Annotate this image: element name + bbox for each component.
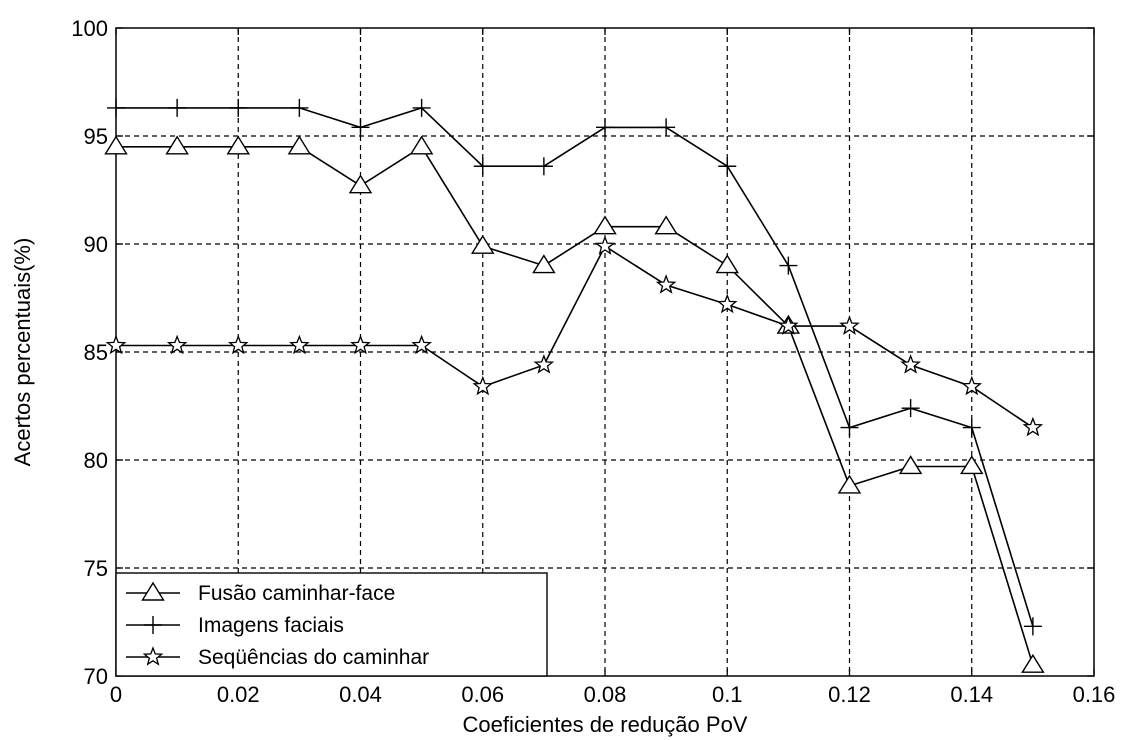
data-point-plus — [962, 418, 981, 437]
data-point-star — [900, 354, 921, 374]
series-line — [116, 245, 1034, 429]
data-point-triangle — [287, 135, 312, 155]
data-point-triangle — [959, 455, 984, 475]
data-point-plus — [351, 118, 370, 137]
data-point-star — [655, 274, 677, 294]
x-tick-label: 0.1 — [712, 682, 743, 707]
x-axis-label: Coeficientes de redução PoV — [463, 712, 748, 737]
data-point-triangle — [532, 254, 556, 274]
legend-label: Seqüências do caminhar — [198, 646, 429, 669]
data-point-plus — [168, 98, 187, 117]
legend-item: Fusão caminhar-face — [126, 581, 395, 605]
x-tick-label: 0.14 — [950, 682, 993, 707]
data-point-triangle — [470, 234, 495, 254]
legend: Fusão caminhar-face Imagens faciais Seqüên… — [115, 572, 548, 677]
data-point-star — [839, 315, 860, 335]
data-point-star — [350, 334, 371, 355]
data-point-plus — [779, 256, 798, 275]
legend-item: Seqüências do caminhar — [126, 646, 429, 669]
y-tick-label: 90 — [84, 232, 108, 257]
data-point-plus — [107, 98, 125, 117]
data-point-star — [961, 375, 983, 396]
data-point-star — [166, 334, 188, 355]
x-tick-label: 0.04 — [339, 682, 382, 707]
data-point-triangle — [837, 474, 862, 494]
data-point-plus — [534, 157, 553, 176]
data-point-triangle — [409, 135, 434, 155]
series-line — [116, 106, 1034, 627]
data-point-triangle — [898, 455, 923, 475]
series-plus — [107, 98, 1042, 636]
data-point-star — [142, 646, 164, 666]
series-line — [116, 145, 1034, 666]
data-point-triangle — [226, 135, 251, 155]
data-point-star — [105, 334, 127, 355]
data-point-triangle — [715, 254, 740, 274]
y-tick-label: 85 — [84, 340, 108, 365]
y-tick-label: 95 — [84, 124, 108, 149]
y-tick-label: 100 — [71, 16, 108, 41]
data-point-plus — [473, 157, 492, 176]
y-tick-label: 70 — [84, 664, 108, 689]
data-point-plus — [412, 98, 431, 117]
data-point-triangle — [141, 581, 165, 601]
series-star — [105, 235, 1044, 437]
data-point-star — [289, 334, 310, 355]
x-tick-label: 0.12 — [828, 682, 871, 707]
data-point-plus — [290, 98, 309, 117]
data-point-star — [778, 315, 799, 335]
x-tick-label: 0.06 — [461, 682, 504, 707]
data-point-plus — [840, 418, 859, 437]
data-point-plus — [718, 157, 737, 176]
x-tick-label: 0 — [110, 682, 122, 707]
data-point-star — [533, 354, 555, 374]
data-point-star — [227, 334, 249, 355]
series-triangle — [104, 135, 1045, 673]
data-point-plus — [596, 118, 614, 137]
legend-label: Fusão caminhar-face — [198, 582, 395, 605]
y-tick-label: 75 — [84, 556, 108, 581]
data-point-plus — [229, 98, 248, 117]
data-point-triangle — [1021, 653, 1045, 673]
data-point-triangle — [165, 135, 189, 155]
data-point-star — [716, 293, 738, 314]
data-point-star — [1022, 416, 1044, 437]
series-layer — [104, 98, 1045, 673]
x-tick-label: 0.02 — [217, 682, 260, 707]
data-point-plus — [144, 616, 162, 634]
y-tick-label: 80 — [84, 448, 108, 473]
data-point-triangle — [104, 135, 128, 155]
data-point-triangle — [654, 215, 678, 235]
data-point-plus — [657, 118, 676, 137]
data-point-triangle — [593, 215, 617, 235]
x-tick-label: 0.08 — [584, 682, 627, 707]
y-axis-label: Acertos percentuais(%) — [10, 238, 35, 467]
x-tick-label: 0.16 — [1073, 682, 1116, 707]
legend-item: Imagens faciais — [126, 614, 344, 637]
data-point-star — [411, 334, 432, 355]
data-point-star — [472, 375, 494, 396]
data-point-plus — [901, 399, 920, 418]
legend-box — [115, 572, 548, 677]
data-point-plus — [1023, 617, 1042, 636]
legend-label: Imagens faciais — [198, 614, 344, 637]
data-point-triangle — [348, 174, 373, 194]
data-point-star — [594, 235, 616, 255]
